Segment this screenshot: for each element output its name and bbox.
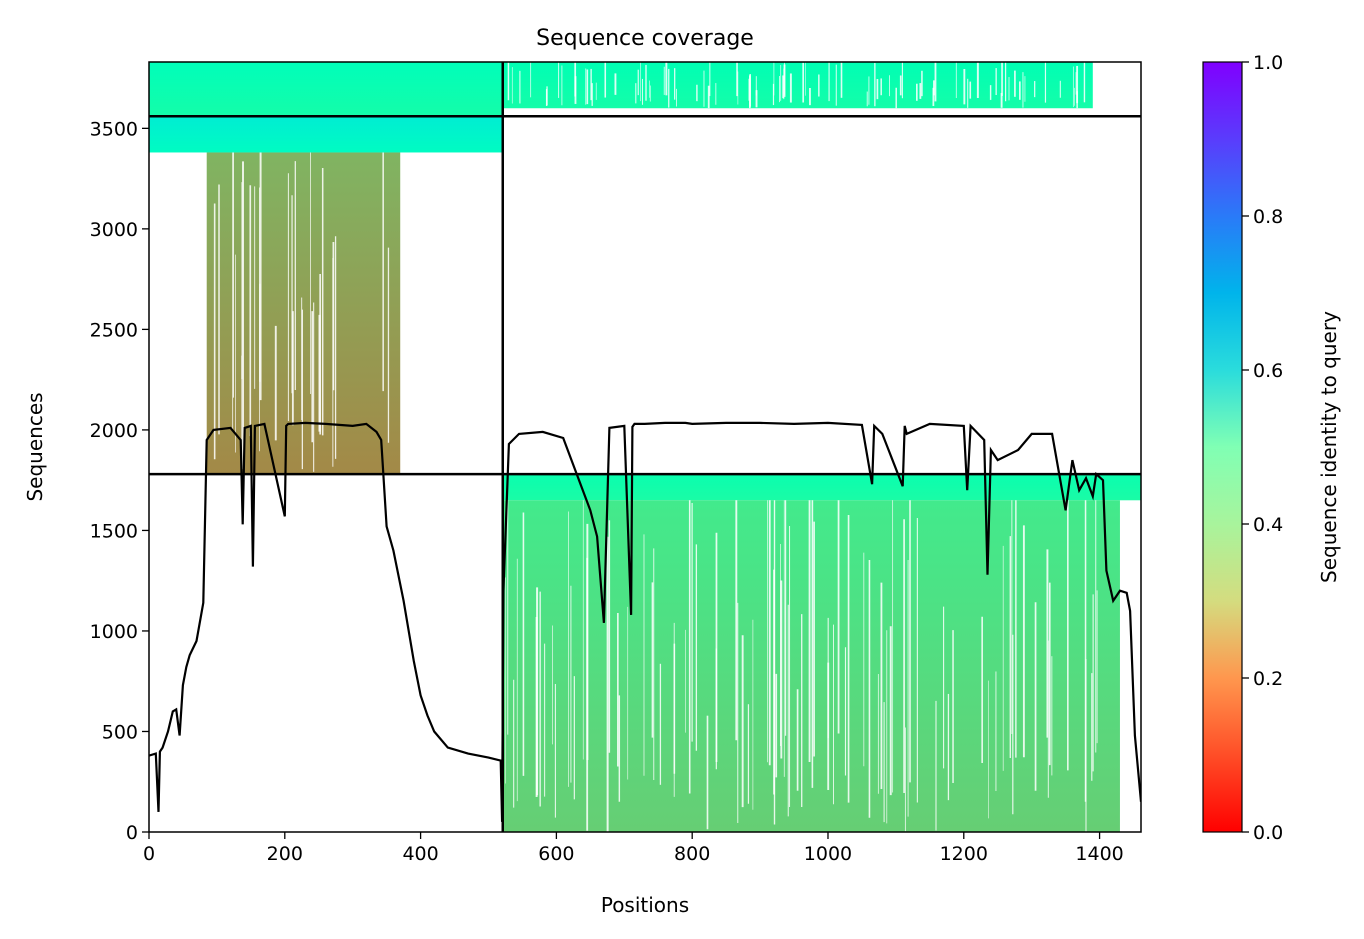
coverage-blocks xyxy=(149,62,1141,832)
y-tick-label: 2500 xyxy=(90,319,138,341)
y-axis-label: Sequences xyxy=(23,392,47,501)
chart-title: Sequence coverage xyxy=(536,26,754,51)
colorbar-tick-label: 0.4 xyxy=(1253,514,1283,536)
x-axis-label: Positions xyxy=(601,893,689,917)
colorbar-tick-label: 0.6 xyxy=(1253,360,1283,382)
x-axis: 0 200 400 600 800 1000 1200 1400 xyxy=(143,832,1124,865)
y-tick-label: 500 xyxy=(102,721,138,743)
colorbar-tick-label: 0.8 xyxy=(1253,206,1283,228)
x-tick-label: 400 xyxy=(402,843,438,865)
colorbar-tick-label: 1.0 xyxy=(1253,52,1283,74)
coverage-block xyxy=(149,62,503,117)
x-tick-label: 600 xyxy=(538,843,574,865)
coverage-block xyxy=(502,500,1120,832)
y-tick-label: 3500 xyxy=(90,118,138,140)
coverage-gaps xyxy=(213,62,1098,832)
y-axis: 0 500 1000 1500 2000 2500 3000 3500 xyxy=(90,118,149,844)
x-tick-label: 200 xyxy=(267,843,303,865)
coverage-block xyxy=(149,116,503,153)
y-tick-label: 1000 xyxy=(90,621,138,643)
plot-frame xyxy=(148,61,1142,833)
y-tick-label: 1500 xyxy=(90,520,138,542)
x-tick-label: 1200 xyxy=(940,843,988,865)
plot-area xyxy=(149,62,1141,832)
colorbar-ticks: 0.0 0.2 0.4 0.6 0.8 1.0 xyxy=(1242,52,1283,844)
coverage-block xyxy=(206,152,401,475)
colorbar-tick-label: 0.0 xyxy=(1253,822,1283,844)
coverage-line xyxy=(149,421,1141,822)
coverage-block xyxy=(502,62,1093,109)
x-tick-label: 1000 xyxy=(804,843,852,865)
colorbar-label: Sequence identity to query xyxy=(1317,311,1341,583)
y-tick-label: 3000 xyxy=(90,219,138,241)
colorbar-tick-label: 0.2 xyxy=(1253,668,1283,690)
colorbar xyxy=(1202,61,1243,833)
y-tick-label: 2000 xyxy=(90,420,138,442)
coverage-block xyxy=(502,474,1141,501)
x-tick-label: 0 xyxy=(143,843,155,865)
x-tick-label: 800 xyxy=(674,843,710,865)
y-tick-label: 0 xyxy=(126,822,138,844)
x-tick-label: 1400 xyxy=(1075,843,1123,865)
